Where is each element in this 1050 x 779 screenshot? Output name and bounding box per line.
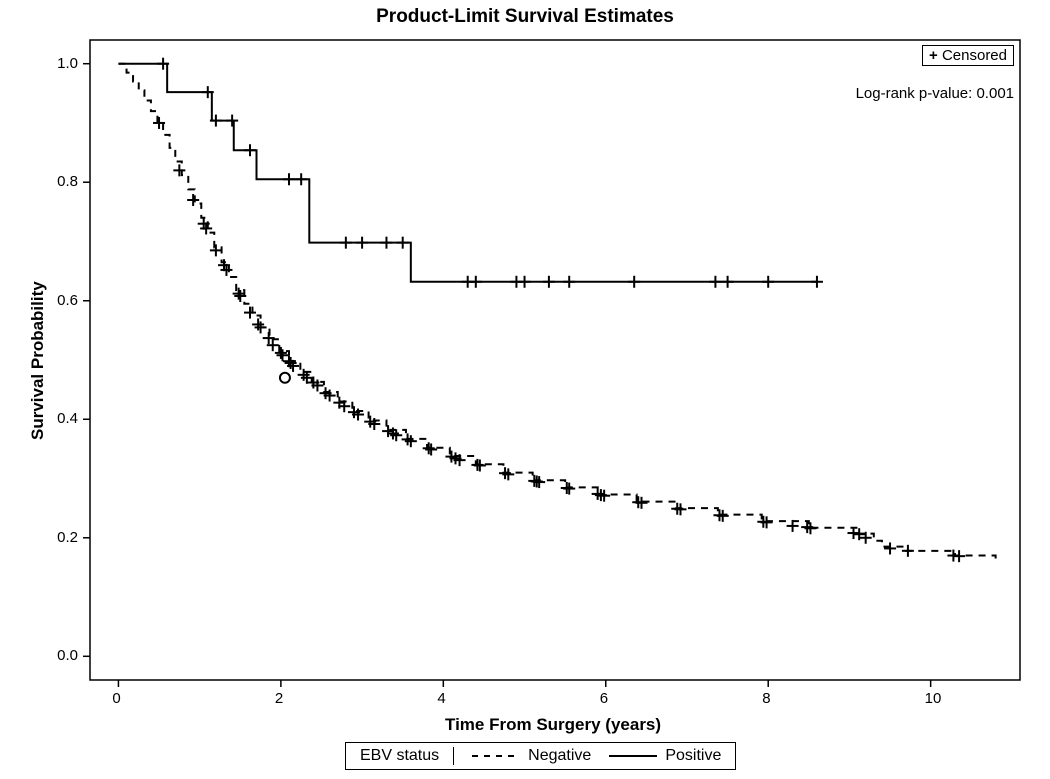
y-tick-label: 0.6 (57, 292, 78, 309)
x-tick-label: 4 (437, 690, 445, 707)
x-tick-label: 6 (600, 690, 608, 707)
x-tick-label: 2 (275, 690, 283, 707)
legend-item-positive: Positive (609, 747, 721, 765)
y-tick-label: 0.4 (57, 410, 78, 427)
censored-legend-label: Censored (942, 47, 1007, 64)
censored-legend: + Censored (922, 45, 1014, 66)
y-tick-label: 0.2 (57, 529, 78, 546)
chart-container: Product-Limit Survival Estimates Surviva… (0, 0, 1050, 779)
series-legend: EBV status Negative Positive (345, 742, 736, 770)
y-tick-label: 0.0 (57, 647, 78, 664)
x-tick-label: 0 (112, 690, 120, 707)
legend-title: EBV status (360, 747, 454, 765)
y-tick-label: 1.0 (57, 55, 78, 72)
y-axis-label: Survival Probability (28, 281, 48, 440)
legend-item-negative: Negative (472, 747, 591, 765)
x-tick-label: 10 (925, 690, 942, 707)
plus-icon: + (929, 47, 938, 64)
x-axis-label: Time From Surgery (years) (445, 715, 661, 735)
chart-plot-area (0, 0, 1050, 779)
x-tick-label: 8 (762, 690, 770, 707)
legend-item-label: Negative (528, 747, 591, 765)
legend-item-label: Positive (665, 747, 721, 765)
y-tick-label: 0.8 (57, 173, 78, 190)
logrank-annotation: Log-rank p-value: 0.001 (856, 85, 1014, 102)
